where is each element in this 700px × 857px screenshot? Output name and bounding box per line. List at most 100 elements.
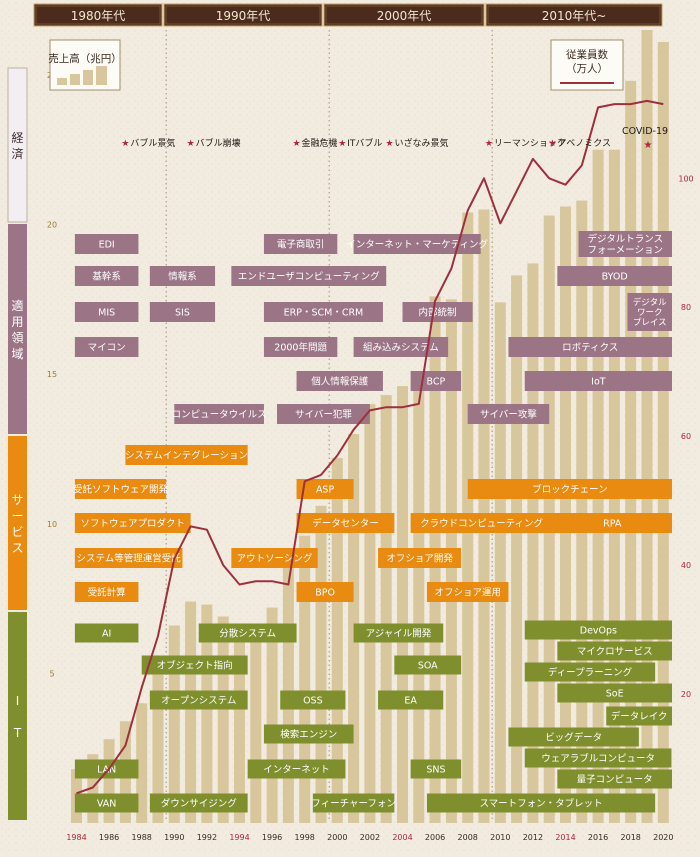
service-tag-label: オフショア運用 xyxy=(434,587,501,598)
domain-tag-box xyxy=(402,302,473,322)
service-tag-box xyxy=(74,582,139,602)
category-band-char: 領 xyxy=(11,330,23,345)
domain-tag-label: ワーク xyxy=(637,308,663,318)
service-tag-label: RPA xyxy=(603,518,622,529)
left-axis-tick: 15 xyxy=(47,370,57,379)
it-tag-box xyxy=(198,623,297,643)
category-band xyxy=(7,67,28,223)
event-label: COVID-19 xyxy=(622,126,668,137)
legend-employees-label-1: 従業員数 xyxy=(566,48,608,61)
domain-tag-box xyxy=(557,266,672,286)
domain-tag-box xyxy=(149,266,216,286)
service-tag-box xyxy=(410,513,553,533)
it-tag-box xyxy=(606,706,672,726)
legend-revenue-bar-1 xyxy=(57,78,67,85)
category-band-char: 用 xyxy=(11,315,23,329)
x-axis-tick: 2004 xyxy=(392,833,412,842)
it-tag-box xyxy=(524,620,672,640)
it-tag-label: フィーチャーフォン xyxy=(311,798,396,809)
legend-revenue-bar-2 xyxy=(70,74,80,85)
category-band xyxy=(8,436,27,610)
it-tag-label: VAN xyxy=(97,798,117,809)
category-band-char: 適 xyxy=(11,298,23,313)
domain-tag-box xyxy=(508,337,672,357)
it-tag-box xyxy=(280,690,346,710)
service-tag-label: システム等管理運営受託 xyxy=(77,552,182,564)
legend-revenue-bar-4 xyxy=(96,66,107,85)
x-axis-tick: 1988 xyxy=(132,833,152,842)
domain-tag-box xyxy=(627,293,672,331)
right-axis-tick: 20 xyxy=(681,690,691,699)
revenue-bar xyxy=(168,625,180,823)
revenue-bar xyxy=(315,505,327,823)
domain-tag-label: 2000年問題 xyxy=(274,341,327,353)
right-axis-tick: 80 xyxy=(681,303,691,312)
era-header-inner-border xyxy=(487,5,661,25)
domain-tag-box xyxy=(174,404,264,424)
it-tag-label: ビッグデータ xyxy=(545,731,602,743)
x-axis-tick: 1998 xyxy=(295,833,315,842)
revenue-bar xyxy=(331,457,343,823)
revenue-bar xyxy=(576,200,588,823)
service-tag-box xyxy=(125,445,248,465)
category-band-char: 域 xyxy=(11,347,23,361)
era-header-label: 2000年代 xyxy=(377,9,432,23)
service-tag-box xyxy=(296,513,395,533)
domain-tag-label: プレイス xyxy=(633,318,667,328)
event-star: ★ xyxy=(644,140,653,151)
category-band-char: サ xyxy=(11,493,23,507)
it-tag-box xyxy=(426,793,656,813)
x-axis-tick: 1996 xyxy=(262,833,282,842)
it-tag-label: 量子コンピュータ xyxy=(577,774,653,785)
x-axis-tick: 2012 xyxy=(523,833,543,842)
event-label: 金融危機 xyxy=(302,137,338,149)
service-tag-box xyxy=(426,582,509,602)
revenue-bar xyxy=(266,607,278,823)
revenue-bar xyxy=(185,601,197,823)
it-tag-box xyxy=(74,793,139,813)
domain-tag-box xyxy=(263,337,338,357)
domain-tag-box xyxy=(74,234,139,254)
it-tag-box xyxy=(141,655,248,675)
x-axis-tick: 2000 xyxy=(327,833,347,842)
it-tag-label: 分散システム xyxy=(219,627,276,639)
category-band-char: T xyxy=(13,726,22,740)
it-tag-box xyxy=(149,690,248,710)
event-label: バブル景気 xyxy=(130,137,175,149)
service-tag-label: BPO xyxy=(315,587,335,598)
revenue-bar xyxy=(397,386,408,823)
service-tag-label: ASP xyxy=(316,484,335,495)
domain-tag-box xyxy=(276,404,370,424)
domain-tag-label: 電子商取引 xyxy=(277,238,325,250)
service-tag-label: クラウドコンピューティング xyxy=(420,517,543,529)
it-tag-label: マイクロサービス xyxy=(577,646,653,657)
domain-tag-label: ロボティクス xyxy=(562,342,618,353)
it-tag-label: アジャイル開発 xyxy=(366,627,432,639)
event-label: リーマンショック xyxy=(494,138,566,149)
service-tag-label: オフショア開発 xyxy=(386,552,453,564)
revenue-bar xyxy=(250,625,262,823)
x-axis-tick: 2018 xyxy=(621,833,641,842)
it-tag-label: スマートフォン・タブレット xyxy=(479,797,602,809)
category-band xyxy=(8,224,27,434)
category-band-char: I xyxy=(16,694,20,708)
domain-tag-label: 個人情報保護 xyxy=(311,375,369,387)
it-tag-box xyxy=(508,727,639,747)
era-header: 1980年代 1990年代 2000年代 2010年代~ xyxy=(33,3,663,27)
revenue-bar xyxy=(625,80,637,823)
revenue-bar xyxy=(657,41,669,824)
event-star: ★ xyxy=(485,139,493,149)
it-tag-box xyxy=(557,641,672,661)
domain-tag-label: SIS xyxy=(175,307,190,318)
domain-tag-label: デジタル xyxy=(633,297,667,308)
era-header-cell xyxy=(163,3,323,27)
revenue-bar xyxy=(201,604,213,823)
it-tag-label: ウェアラブルコンピュータ xyxy=(541,752,655,764)
it-tag-label: オープンシステム xyxy=(161,695,236,706)
employee-line xyxy=(76,99,664,795)
domain-tag-label: フォーメーション xyxy=(588,245,663,256)
technology-tags: EDI 電子商取引 インターネット・マーケティング デジタルトランスフォーメーション基… xyxy=(73,231,672,813)
it-tag-label: OSS xyxy=(303,695,323,706)
domain-tag-box xyxy=(74,302,139,322)
employee-line-path xyxy=(76,99,664,795)
